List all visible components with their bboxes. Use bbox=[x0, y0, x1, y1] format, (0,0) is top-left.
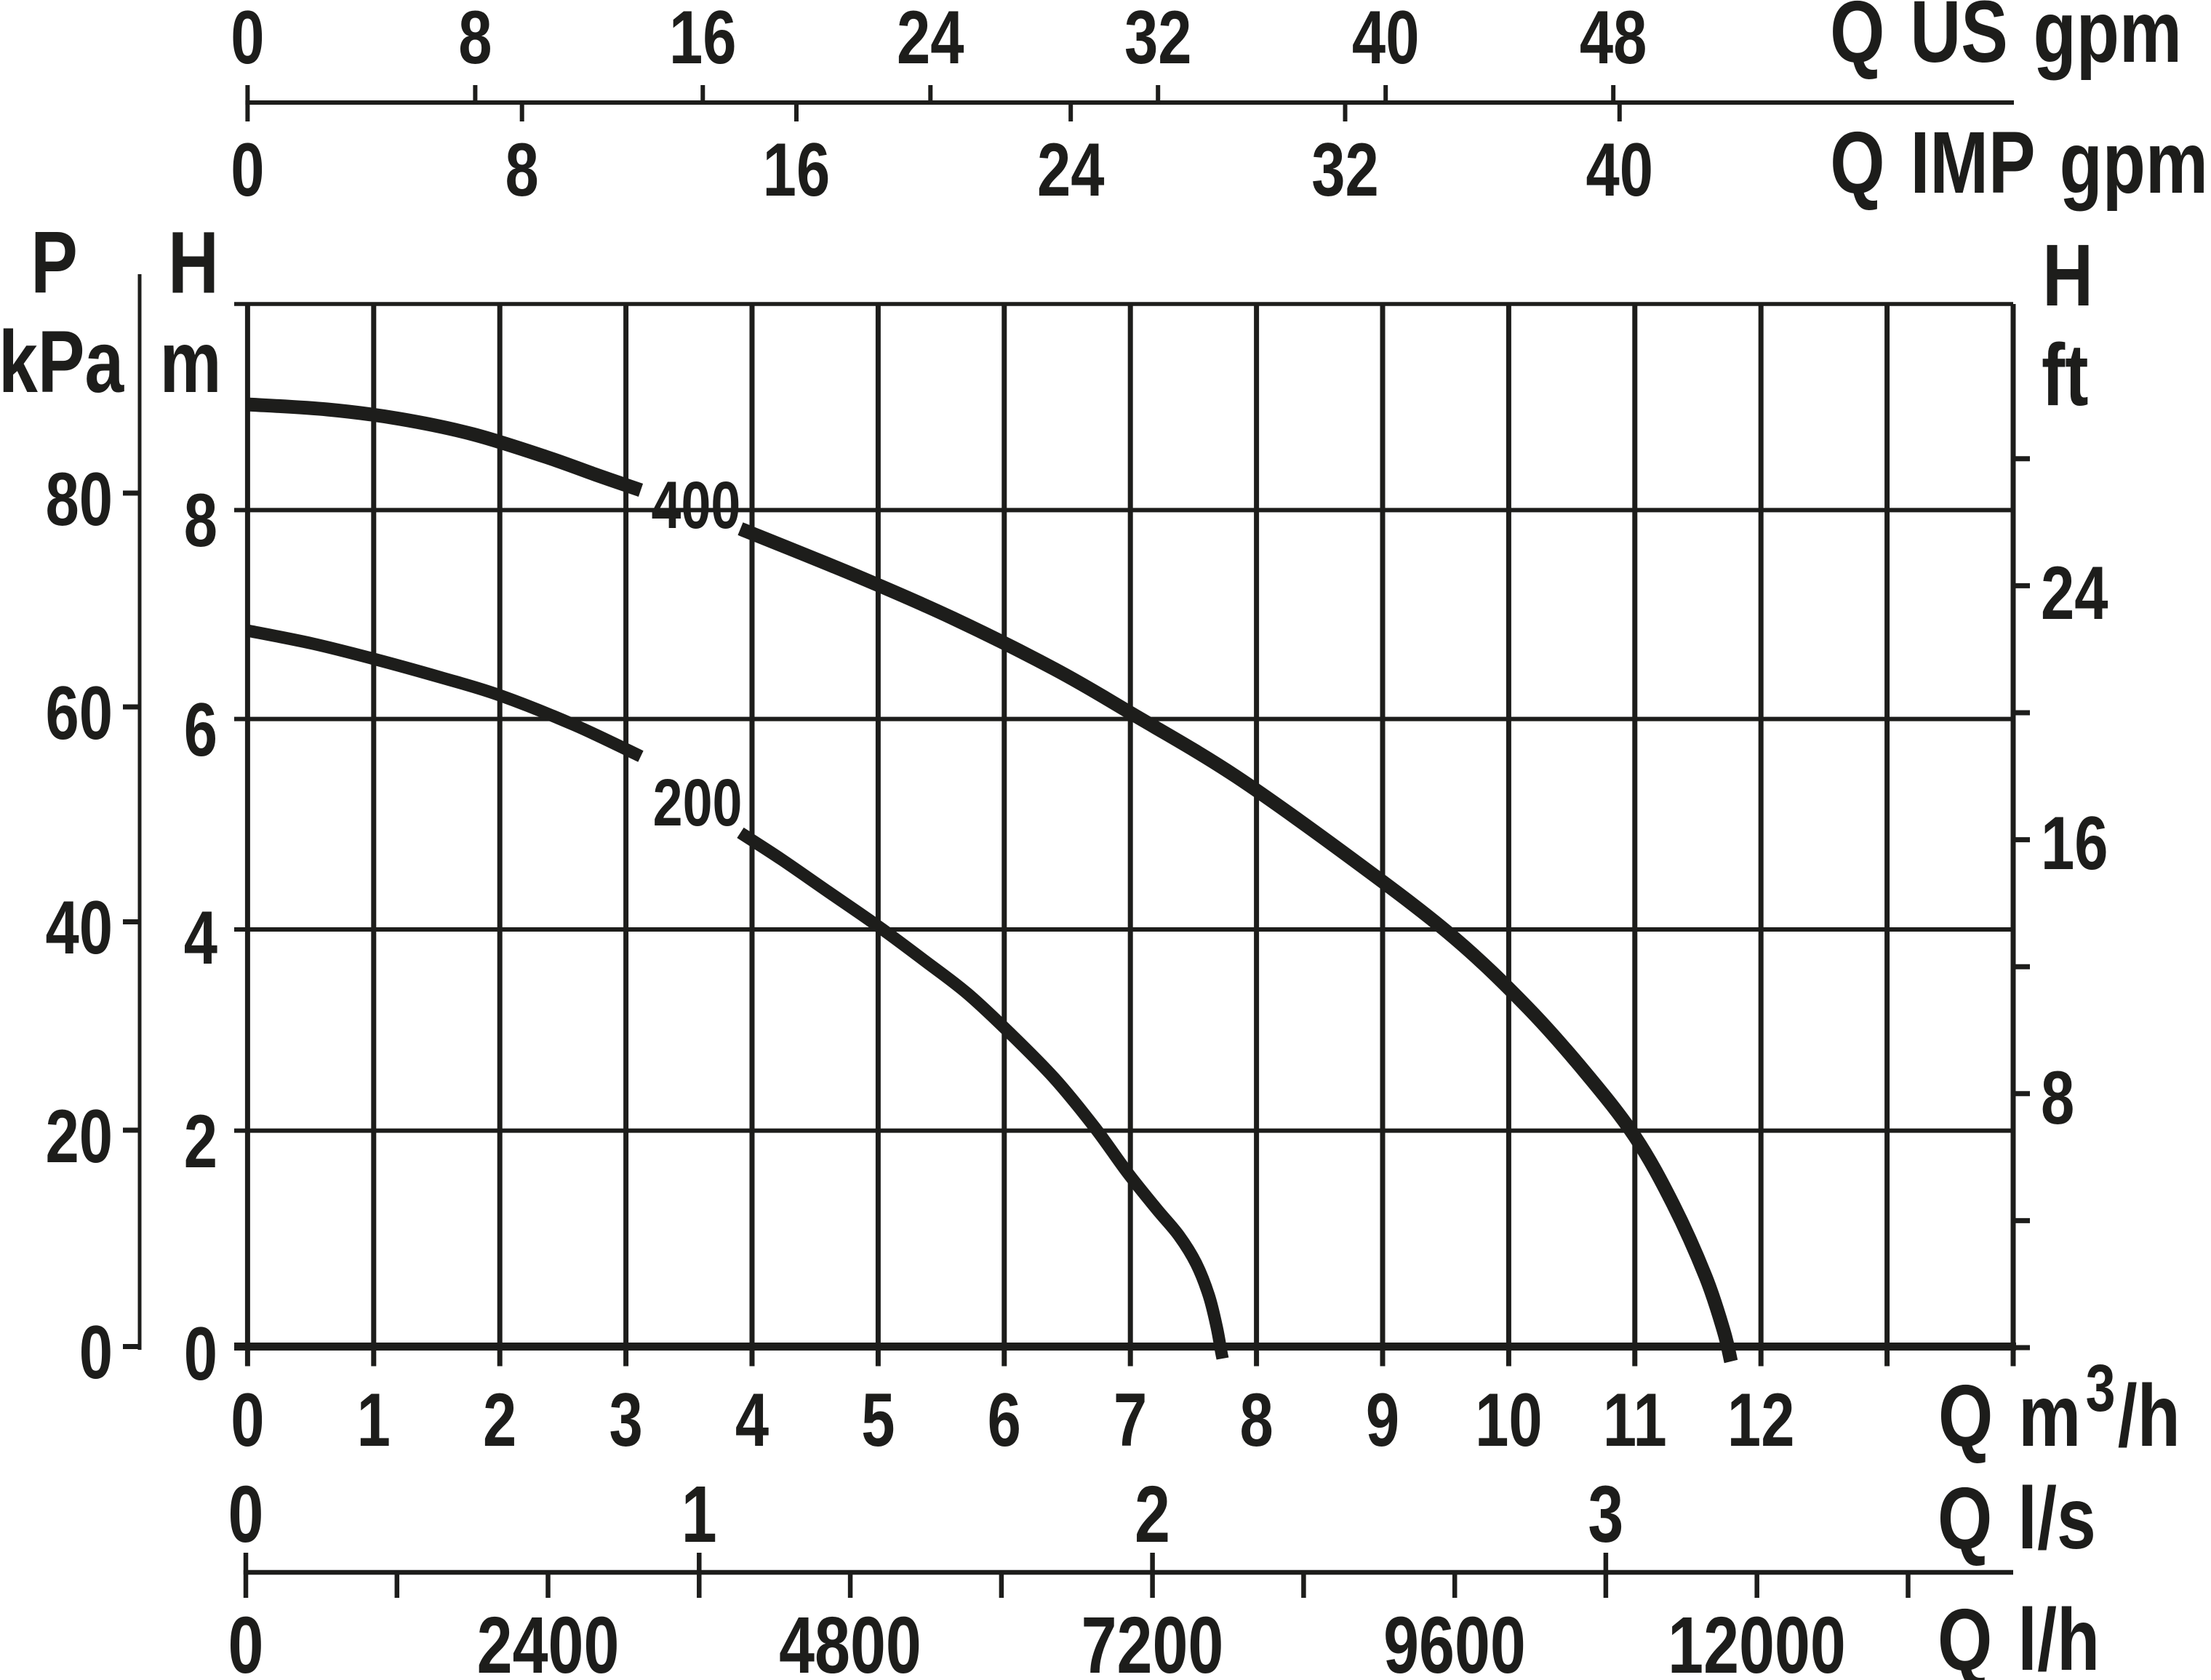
svg-text:48: 48 bbox=[1580, 0, 1647, 79]
svg-text:kPa: kPa bbox=[0, 313, 124, 412]
svg-text:Q US gpm: Q US gpm bbox=[1830, 0, 2182, 81]
svg-text:16: 16 bbox=[2041, 801, 2108, 885]
svg-text:24: 24 bbox=[897, 0, 964, 79]
svg-text:m: m bbox=[160, 313, 222, 412]
svg-text:11: 11 bbox=[1603, 1377, 1667, 1462]
svg-text:6: 6 bbox=[184, 687, 217, 772]
svg-text:Q l/s: Q l/s bbox=[1938, 1470, 2096, 1568]
svg-text:1: 1 bbox=[681, 1471, 717, 1560]
svg-text:60: 60 bbox=[46, 671, 113, 755]
svg-text:40: 40 bbox=[1586, 127, 1654, 212]
svg-text:2: 2 bbox=[184, 1099, 217, 1183]
svg-text:ft: ft bbox=[2042, 327, 2088, 425]
svg-text:7200: 7200 bbox=[1081, 1601, 1224, 1680]
svg-text:10: 10 bbox=[1475, 1377, 1543, 1462]
svg-text:Q l/h: Q l/h bbox=[1938, 1591, 2100, 1680]
svg-text:8: 8 bbox=[505, 127, 539, 212]
svg-text:40: 40 bbox=[1352, 0, 1420, 79]
svg-text:Q IMP gpm: Q IMP gpm bbox=[1830, 114, 2208, 212]
svg-text:200: 200 bbox=[653, 765, 743, 840]
svg-text:4800: 4800 bbox=[779, 1601, 921, 1680]
svg-text:0: 0 bbox=[228, 1601, 264, 1680]
svg-text:0: 0 bbox=[79, 1310, 113, 1394]
svg-text:80: 80 bbox=[46, 457, 113, 541]
svg-text:5: 5 bbox=[861, 1377, 895, 1462]
svg-text:400: 400 bbox=[652, 468, 741, 543]
svg-text:4: 4 bbox=[735, 1377, 769, 1462]
svg-text:0: 0 bbox=[184, 1311, 217, 1396]
svg-text:8: 8 bbox=[184, 478, 217, 562]
svg-text:8: 8 bbox=[458, 0, 492, 79]
svg-text:7: 7 bbox=[1114, 1377, 1147, 1462]
svg-text:0: 0 bbox=[228, 1471, 264, 1560]
svg-text:32: 32 bbox=[1311, 127, 1379, 212]
svg-text:12000: 12000 bbox=[1668, 1601, 1846, 1680]
svg-text:12: 12 bbox=[1727, 1377, 1795, 1462]
svg-text:20: 20 bbox=[46, 1094, 113, 1178]
svg-text:9: 9 bbox=[1366, 1377, 1399, 1462]
svg-text:0: 0 bbox=[231, 127, 264, 212]
svg-text:32: 32 bbox=[1124, 0, 1192, 79]
svg-text:24: 24 bbox=[1037, 127, 1105, 212]
svg-text:2400: 2400 bbox=[477, 1601, 620, 1680]
svg-text:H: H bbox=[2042, 227, 2093, 325]
svg-text:16: 16 bbox=[669, 0, 737, 79]
svg-text:1: 1 bbox=[357, 1377, 391, 1462]
svg-text:8: 8 bbox=[1239, 1377, 1273, 1462]
svg-text:2: 2 bbox=[483, 1377, 516, 1462]
svg-text:0: 0 bbox=[231, 1377, 264, 1462]
svg-text:24: 24 bbox=[2041, 551, 2108, 635]
svg-text:Q m3/h: Q m3/h bbox=[1938, 1351, 2180, 1465]
svg-text:16: 16 bbox=[763, 127, 831, 212]
svg-text:2: 2 bbox=[1135, 1471, 1170, 1560]
svg-text:0: 0 bbox=[231, 0, 264, 79]
svg-text:6: 6 bbox=[988, 1377, 1021, 1462]
svg-text:9600: 9600 bbox=[1383, 1601, 1526, 1680]
svg-text:8: 8 bbox=[2041, 1055, 2074, 1140]
svg-text:40: 40 bbox=[46, 885, 113, 969]
svg-text:3: 3 bbox=[1588, 1471, 1623, 1560]
svg-text:P: P bbox=[31, 214, 78, 312]
svg-text:3: 3 bbox=[609, 1377, 643, 1462]
svg-text:4: 4 bbox=[184, 895, 217, 980]
svg-text:H: H bbox=[168, 214, 219, 312]
